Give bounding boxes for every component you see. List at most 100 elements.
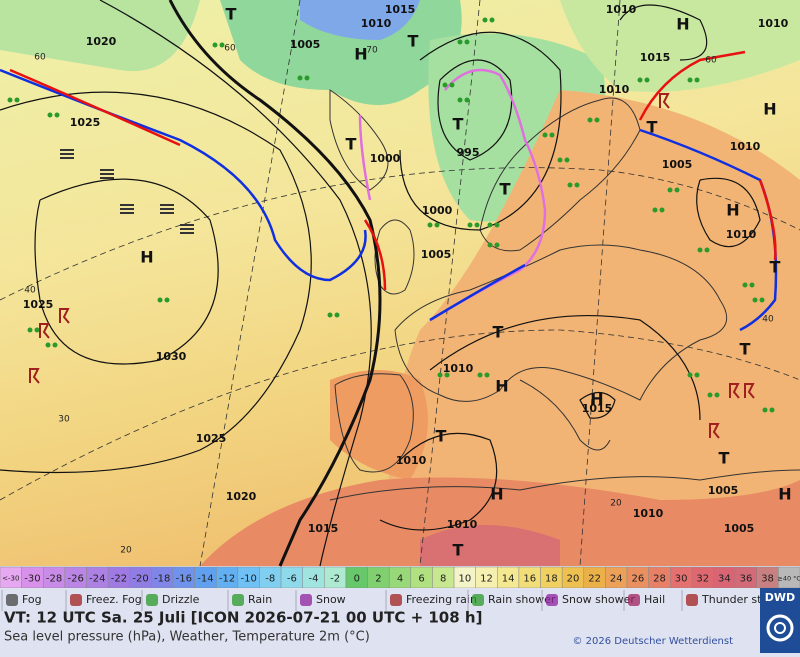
isobar-label: 1025 [70,116,101,129]
rain-symbol [467,222,473,228]
rain-symbol [434,222,440,228]
rain-symbol [549,132,555,138]
latitude [0,329,800,501]
rain-symbol [742,282,748,288]
isobar [34,178,219,365]
rain-symbol [297,75,303,81]
isobar-label: 1015 [385,3,416,16]
rain-symbol [704,247,710,253]
rain-symbol [542,132,548,138]
pressure-center: T [453,115,464,134]
rain-symbol [304,75,310,81]
legend-label: Rain shower [488,593,556,606]
isobar-label: 1015 [640,51,671,64]
coast [394,244,728,402]
isobar-label: 1020 [226,490,257,503]
cold-front [429,263,526,322]
scale-label: 30 [675,574,688,585]
scale-label: -18 [154,574,170,585]
pressure-center: T [453,541,464,560]
scale-label: ≥40 °C [777,575,800,583]
rain-symbol [482,17,488,23]
rain-symbol [494,222,500,228]
rain-symbol [694,77,700,83]
thunderstorm-symbol [39,323,50,339]
coast [519,379,611,451]
meridian [579,0,621,567]
legend-icon [6,594,18,606]
isobar-label: 1005 [724,522,755,535]
logo-box [760,588,800,653]
rain-symbol [474,222,480,228]
temperature-label: 60 [705,56,717,66]
rain-symbol [164,297,170,303]
legend-icon [546,594,558,606]
occluded-front [358,114,372,201]
isobars [0,0,761,567]
isobar [429,315,701,421]
coast [334,373,414,473]
weather-symbols [7,17,775,439]
rain-symbol [442,82,448,88]
rain-symbol [27,327,33,333]
rain-symbol [594,117,600,123]
temperature-label: 60 [224,44,236,54]
isobar-label: 1010 [447,518,478,531]
isobar [399,31,562,231]
temperature-label: 60 [34,53,46,63]
temperature-label: 30 [58,415,70,425]
rain-symbol [587,117,593,123]
temperature-label: 40 [762,315,774,325]
rain-symbol [637,77,643,83]
isobar-label: 1000 [422,204,453,217]
rain-symbol [34,327,40,333]
legend-icon [390,594,402,606]
scale-label: 2 [375,574,381,585]
isobar [99,0,372,567]
warm-front [9,68,181,147]
rain-symbol [457,97,463,103]
scale-label: 20 [567,574,580,585]
rain-symbol [14,97,20,103]
coast [329,89,389,191]
scale-label: 24 [610,574,623,585]
rain-symbol [667,187,673,193]
rain-symbol [477,372,483,378]
rain-symbol [752,297,758,303]
rain-symbol [45,342,51,348]
graticule [0,0,800,567]
isobar [437,59,513,161]
scale-label: -4 [309,574,319,585]
legend-icon [146,594,158,606]
rain-symbol [444,372,450,378]
meridian [199,0,301,567]
scale-label: -8 [265,574,275,585]
isobar-label: 995 [457,146,480,159]
isobar-label: 1010 [726,228,757,241]
rain-symbol [489,17,495,23]
scale-label: 36 [740,574,753,585]
rain-symbol [212,42,218,48]
rain-symbol [687,372,693,378]
scale-label: -24 [89,574,105,585]
rain-symbol [694,372,700,378]
logo-text: DWD [765,591,795,604]
scale-label: 32 [696,574,709,585]
thunderstorm-symbol [729,383,740,399]
isobar-label: 1005 [290,38,321,51]
rain-symbol [487,222,493,228]
latitude [0,167,800,301]
temperature-label: 40 [24,286,36,296]
pressure-center: T [226,5,237,24]
rain-symbol [674,187,680,193]
rain-symbol [769,407,775,413]
legend-icon [70,594,82,606]
isobar-label: 1010 [443,362,474,375]
isobar-label: 1015 [308,522,339,535]
legend-label: Freezing rain [406,593,477,606]
isobar-label: 1025 [196,432,227,445]
pressure-center: T [500,180,511,199]
scale-label: -26 [68,574,84,585]
